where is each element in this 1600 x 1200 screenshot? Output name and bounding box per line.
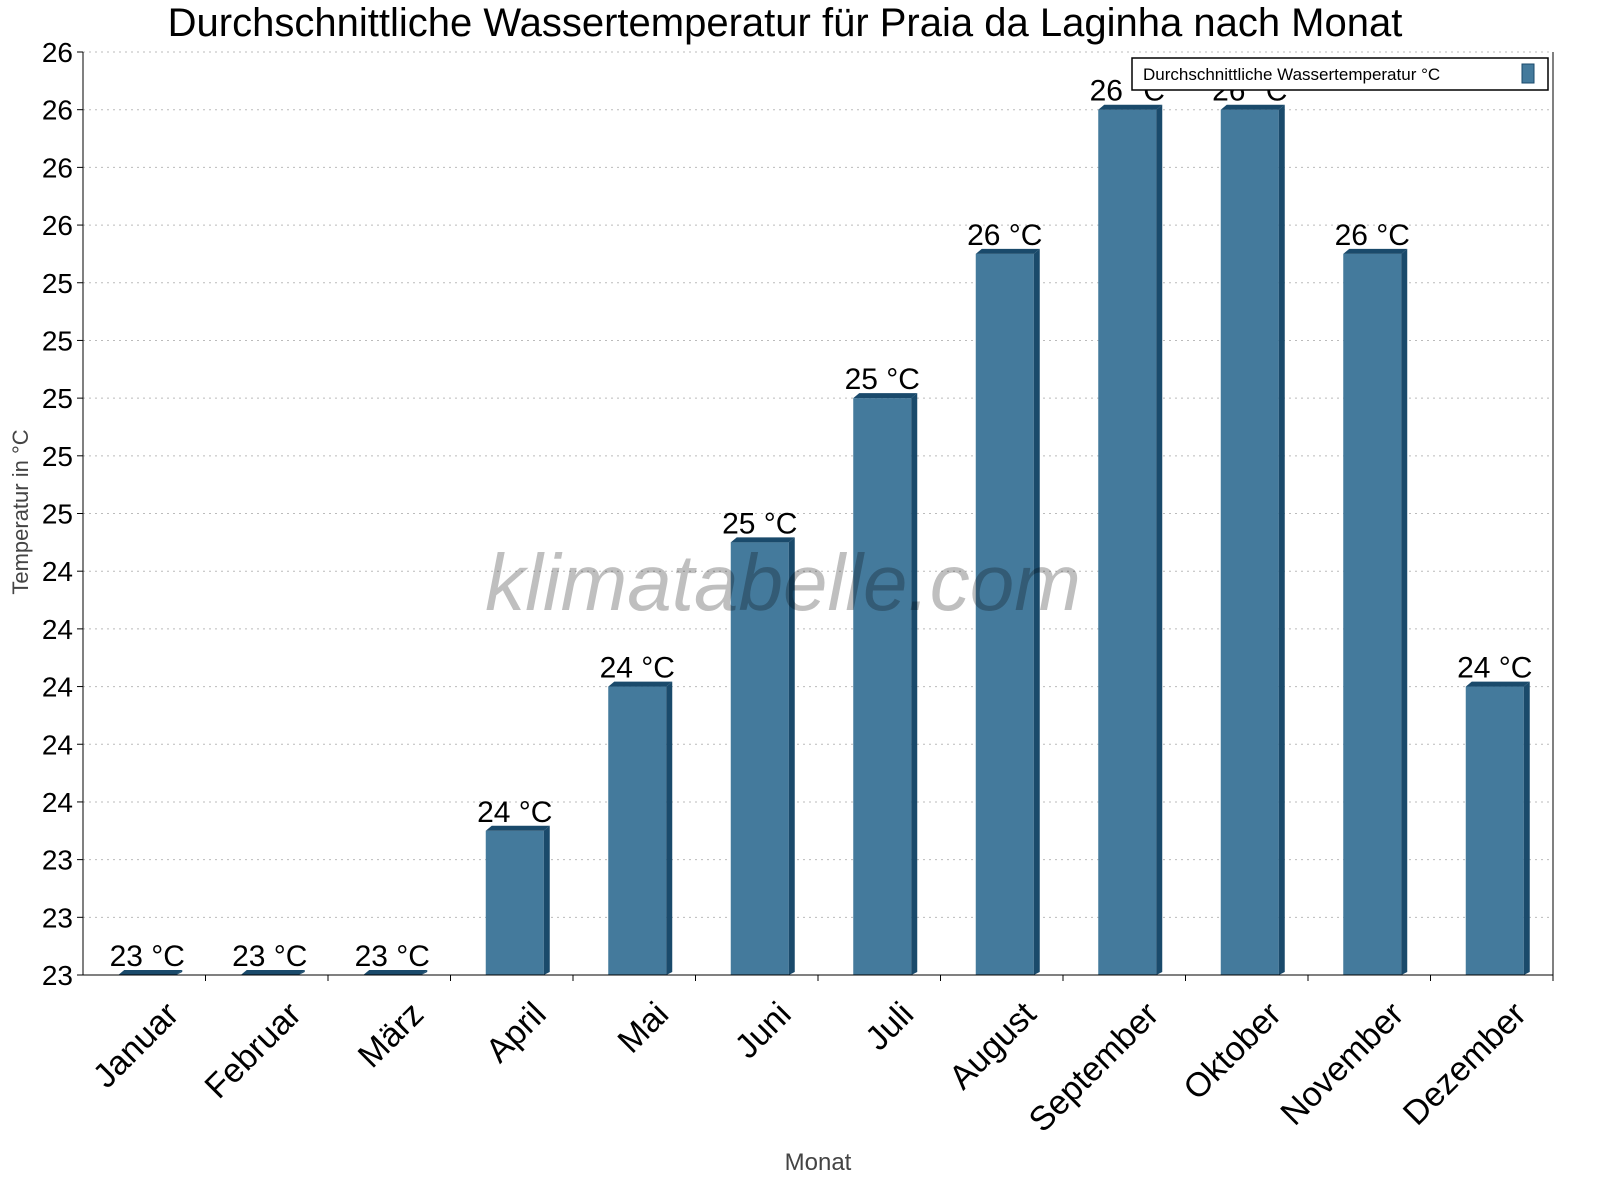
legend-swatch	[1521, 63, 1535, 84]
data-label: 23 °C	[110, 940, 185, 973]
gridlines	[83, 51, 1553, 918]
bar	[1465, 681, 1530, 975]
data-label: 23 °C	[355, 940, 430, 973]
x-tick-label: Juni	[728, 995, 799, 1066]
bar	[853, 393, 918, 975]
bar	[240, 970, 305, 975]
y-tick-label: 25	[42, 383, 73, 414]
y-tick-label: 25	[42, 268, 73, 299]
x-tick-label: Juli	[858, 995, 921, 1058]
x-tick-label: Mai	[611, 995, 677, 1061]
x-tick-label: Dezember	[1396, 995, 1534, 1133]
legend-label: Durchschnittliche Wassertemperatur °C	[1143, 65, 1440, 84]
data-label: 24 °C	[600, 652, 675, 685]
bar	[118, 970, 183, 975]
x-axis-label: Monat	[785, 1149, 852, 1176]
y-tick-label: 24	[42, 787, 73, 818]
y-tick-label: 23	[42, 960, 73, 991]
chart-title: Durchschnittliche Wassertemperatur für P…	[168, 1, 1403, 45]
y-tick-label: 25	[42, 441, 73, 472]
y-tick-label: 24	[42, 614, 73, 645]
bar	[975, 248, 1040, 975]
data-label: 26 °C	[967, 219, 1042, 252]
legend: Durchschnittliche Wassertemperatur °C	[1131, 57, 1549, 91]
watermark: klimatabelle.com	[485, 538, 1081, 627]
bar	[730, 537, 795, 975]
y-tick-label: 26	[42, 210, 73, 241]
bar	[608, 681, 673, 975]
x-tick-label: November	[1273, 995, 1411, 1133]
y-tick-label: 26	[42, 37, 73, 68]
data-label: 25 °C	[722, 507, 797, 540]
x-tick-label: September	[1022, 995, 1166, 1139]
data-label: 23 °C	[232, 940, 307, 973]
y-tick-label: 26	[42, 152, 73, 183]
bar	[363, 970, 428, 975]
data-label: 25 °C	[845, 363, 920, 396]
bar	[1220, 104, 1285, 975]
y-tick-label: 23	[42, 902, 73, 933]
bar	[1343, 248, 1408, 975]
y-tick-label: 25	[42, 325, 73, 356]
x-tick-label: März	[351, 995, 431, 1075]
data-labels: 23 °C 23 °C 23 °C 24 °C 24 °C 25 °C 25 °C 26 °C…	[110, 75, 1533, 973]
data-label: 26 °C	[1335, 219, 1410, 252]
y-tick-label: 25	[42, 499, 73, 530]
bar	[1098, 104, 1163, 975]
y-axis-label: Temperatur in °C	[8, 429, 33, 594]
x-tick-label: Februar	[198, 995, 309, 1106]
y-tick-label: 24	[42, 556, 73, 587]
x-tick-label: April	[479, 995, 554, 1070]
x-tick-label: Oktober	[1176, 995, 1288, 1107]
y-tick-label: 24	[42, 729, 73, 760]
y-tick-label: 24	[42, 672, 73, 703]
bar	[485, 825, 550, 975]
y-tick-label: 23	[42, 845, 73, 876]
x-tick-label: August	[942, 995, 1044, 1097]
data-label: 24 °C	[1457, 652, 1532, 685]
data-label: 24 °C	[477, 796, 552, 829]
bars	[118, 104, 1530, 975]
y-tick-label: 26	[42, 95, 73, 126]
x-tick-label: Januar	[86, 995, 186, 1095]
